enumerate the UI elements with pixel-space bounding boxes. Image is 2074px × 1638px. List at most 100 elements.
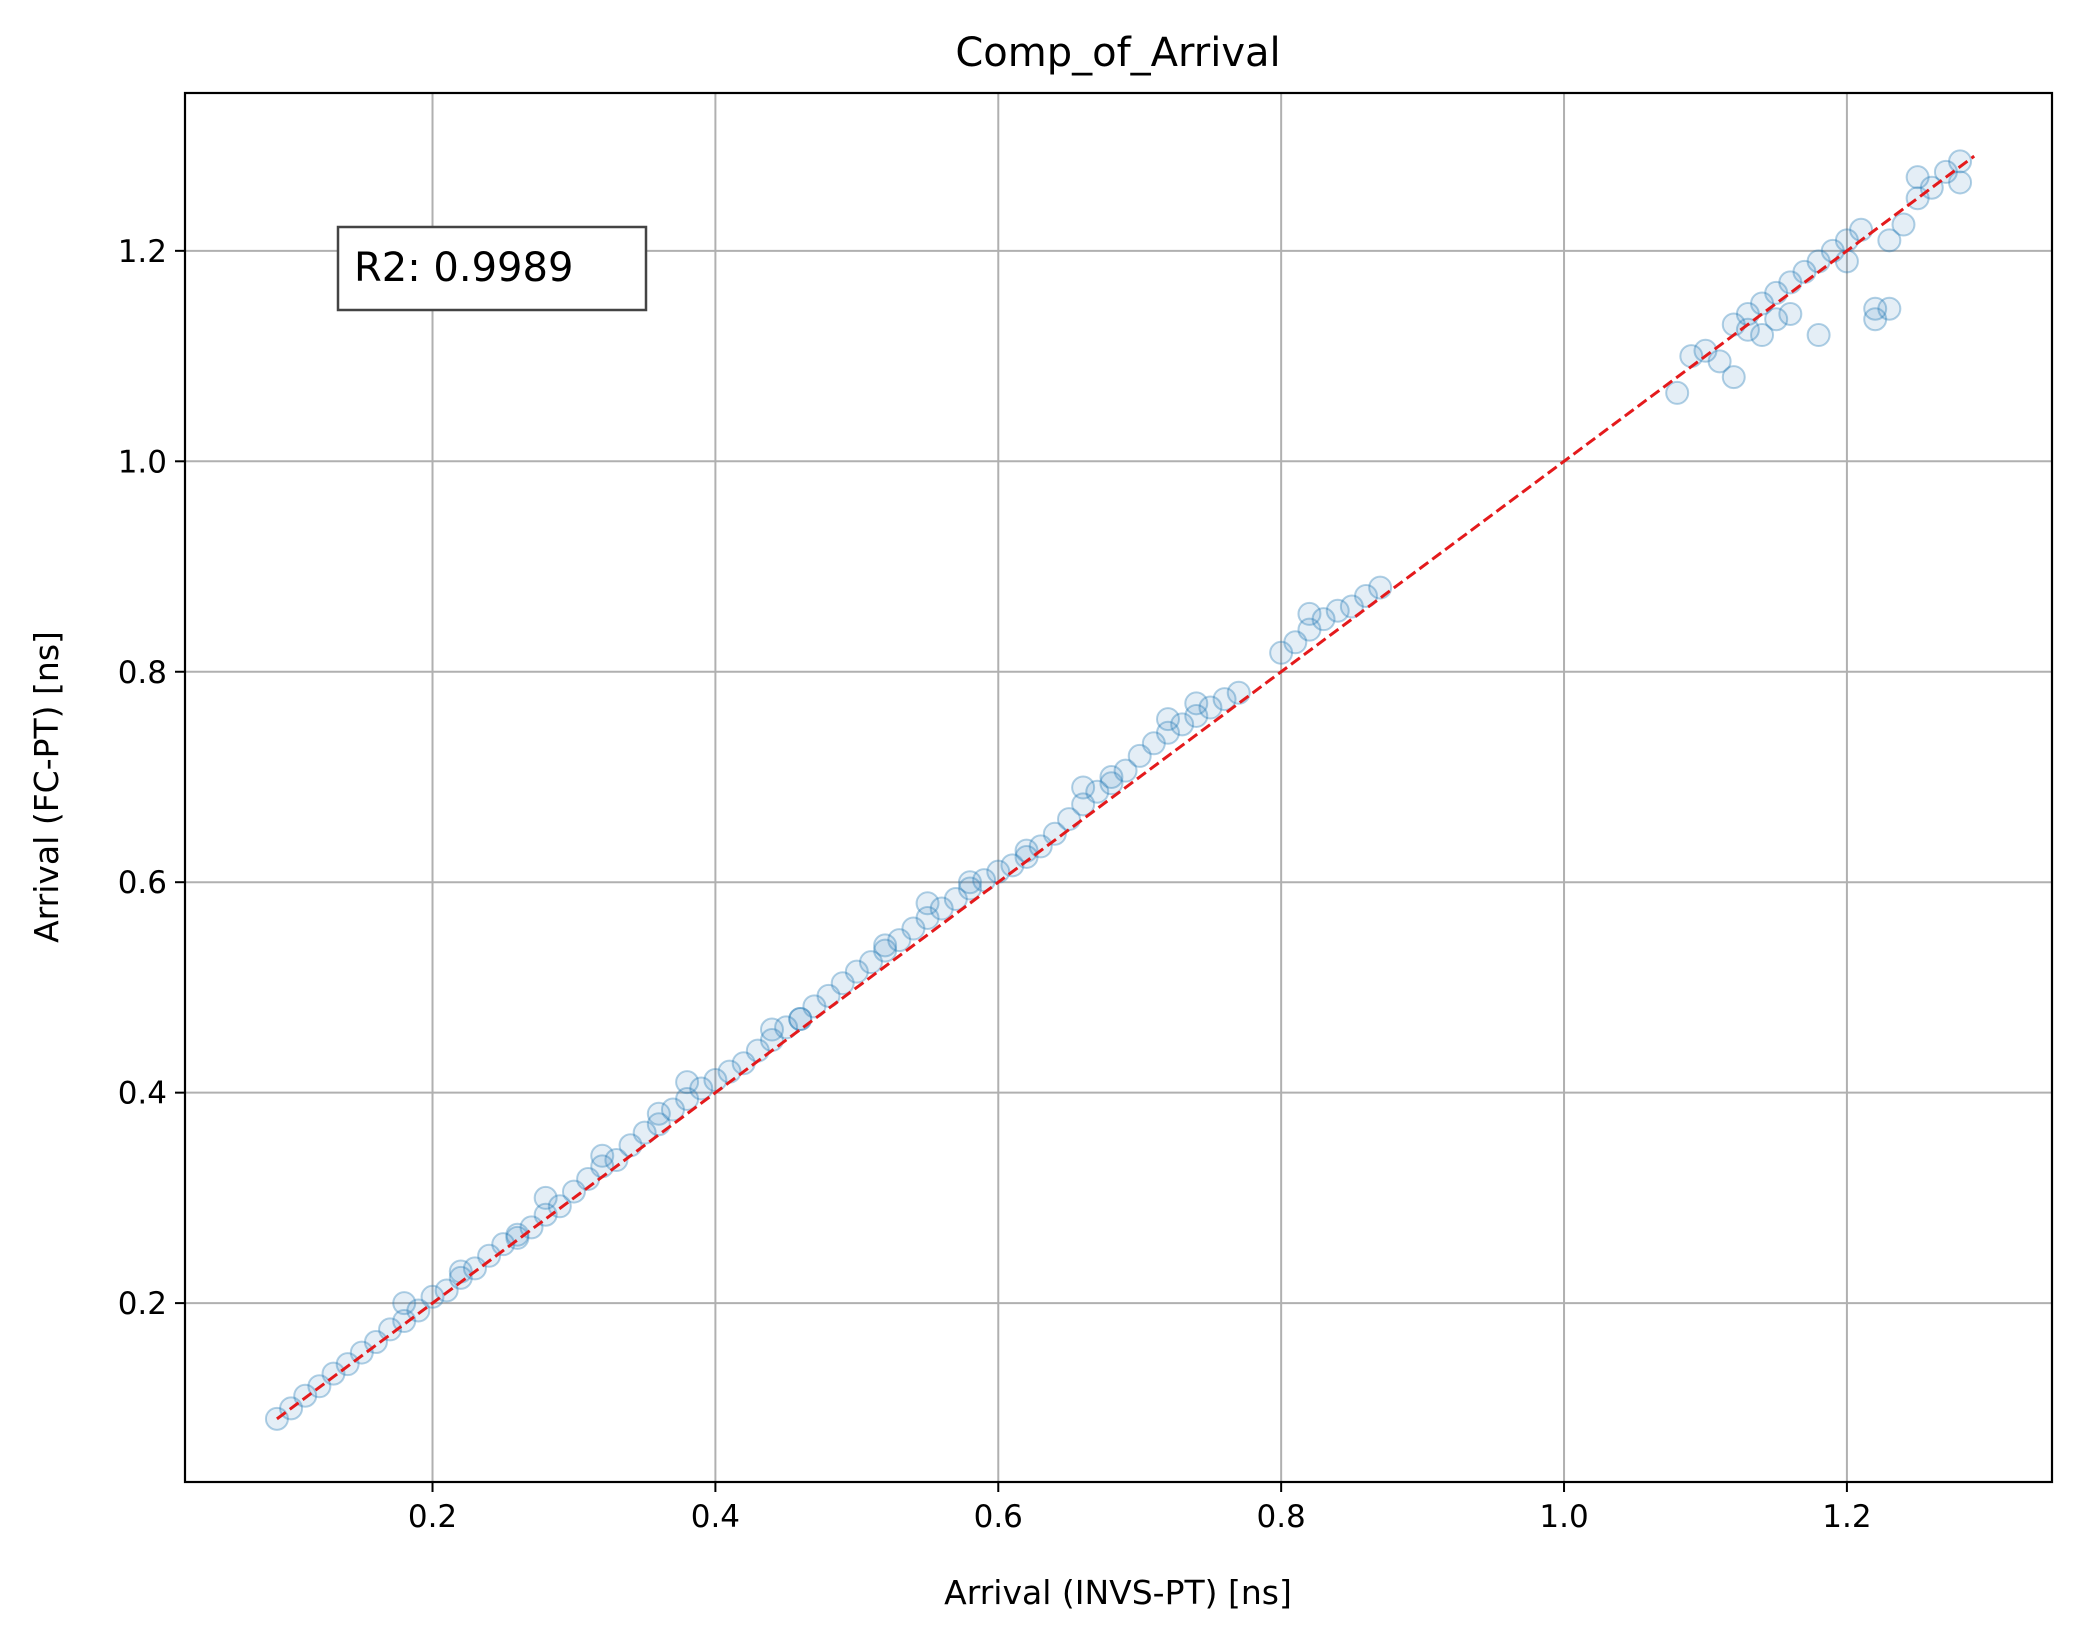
y-tick-label: 0.4: [118, 1076, 167, 1112]
data-point: [830, 971, 855, 996]
data-point: [392, 1291, 417, 1316]
data-point: [1014, 844, 1039, 869]
reference-line-group: [276, 154, 1976, 1421]
data-point: [477, 1243, 502, 1268]
y-tick-label: 1.0: [118, 444, 167, 480]
data-point: [1368, 575, 1393, 600]
scatter-points: [264, 149, 1973, 1431]
data-point: [675, 1070, 700, 1095]
data-point: [1184, 703, 1209, 728]
data-point: [533, 1202, 558, 1227]
data-point: [1170, 712, 1195, 737]
data-point: [873, 938, 898, 963]
data-point: [420, 1284, 445, 1309]
data-point: [929, 896, 954, 921]
data-point: [590, 1143, 615, 1168]
x-axis-label: Arrival (INVS-PT) [ns]: [944, 1573, 1292, 1612]
data-point: [1297, 617, 1322, 642]
data-point: [1778, 301, 1803, 326]
x-tick-label: 0.8: [1256, 1499, 1305, 1535]
data-point: [448, 1259, 473, 1284]
data-point: [887, 928, 912, 953]
data-point: [1834, 249, 1859, 274]
data-point: [604, 1148, 629, 1173]
data-point: [957, 876, 982, 901]
data-point: [1184, 691, 1209, 716]
chart-title: Comp_of_Arrival: [955, 30, 1280, 76]
data-point: [1877, 228, 1902, 253]
annotation-box: [336, 225, 648, 312]
data-point: [1071, 775, 1096, 800]
data-point: [1311, 607, 1336, 632]
data-point: [1948, 149, 1973, 174]
y-tick-label: 0.6: [118, 865, 167, 901]
data-point: [1354, 583, 1379, 608]
data-point: [1113, 758, 1138, 783]
data-point: [1141, 731, 1166, 756]
y-axis-ticks: 0.2 0.4 0.6 0.8 1.0 1.2: [118, 234, 185, 1322]
data-point: [448, 1265, 473, 1290]
data-point: [293, 1383, 318, 1408]
data-point: [802, 994, 827, 1019]
data-point: [1156, 707, 1181, 732]
data-point: [915, 891, 940, 916]
data-point: [1863, 296, 1888, 321]
y-tick-label: 0.8: [118, 655, 167, 691]
data-point: [1339, 594, 1364, 619]
y-axis-label: Arrival (FC-PT) [ns]: [27, 631, 66, 943]
y-tick-label: 0.2: [118, 1286, 167, 1322]
data-point: [915, 905, 940, 930]
data-point: [434, 1278, 459, 1303]
x-tick-label: 0.2: [408, 1499, 457, 1535]
data-point: [1750, 323, 1775, 348]
data-point: [378, 1317, 403, 1342]
data-point: [1212, 687, 1237, 712]
x-tick-label: 0.4: [691, 1499, 740, 1535]
data-point: [1863, 307, 1888, 332]
data-point: [1693, 338, 1718, 363]
data-point: [774, 1015, 799, 1040]
data-point: [675, 1086, 700, 1111]
data-point: [1127, 743, 1152, 768]
data-point: [759, 1017, 784, 1042]
data-point: [1014, 838, 1039, 863]
data-point: [1297, 601, 1322, 626]
data-point: [1735, 317, 1760, 342]
data-point: [632, 1120, 657, 1145]
r2-annotation: R2: 0.9989: [336, 225, 648, 312]
data-point: [1156, 720, 1181, 745]
data-point: [1665, 380, 1690, 405]
plot-frame: [183, 91, 2054, 1484]
data-point: [533, 1185, 558, 1210]
x-tick-label: 1.0: [1539, 1499, 1588, 1535]
reference-line: [276, 154, 1976, 1421]
data-point: [1269, 640, 1294, 665]
data-point: [1198, 695, 1223, 720]
data-point: [1877, 296, 1902, 321]
data-point: [1071, 792, 1096, 817]
data-point: [1849, 217, 1874, 242]
data-point: [1891, 212, 1916, 237]
data-point: [1085, 779, 1110, 804]
data-point: [1028, 834, 1053, 859]
data-point: [1000, 853, 1025, 878]
data-point: [1806, 323, 1831, 348]
x-axis-ticks: 0.2 0.4 0.6 0.8 1.0 1.2: [408, 1482, 1872, 1535]
data-point: [1283, 630, 1308, 655]
y-tick-label: 1.2: [118, 234, 167, 270]
data-point: [561, 1179, 586, 1204]
data-point: [646, 1101, 671, 1126]
data-point: [1721, 365, 1746, 390]
data-point: [1226, 680, 1251, 705]
data-point: [957, 870, 982, 895]
data-point: [1933, 159, 1958, 184]
data-point: [943, 887, 968, 912]
data-point: [1325, 598, 1350, 623]
data-point: [1948, 170, 1973, 195]
data-point: [660, 1097, 685, 1122]
annotation-text: R2: 0.9989: [354, 245, 573, 291]
data-point: [1764, 307, 1789, 332]
data-point: [901, 916, 926, 941]
data-point: [873, 933, 898, 958]
